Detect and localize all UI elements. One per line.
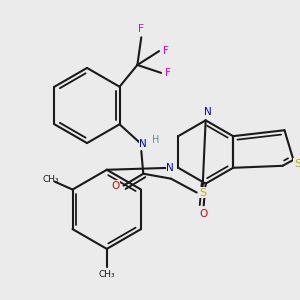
- Text: N: N: [204, 107, 212, 117]
- Text: S: S: [294, 159, 300, 169]
- Text: CH₃: CH₃: [43, 175, 59, 184]
- Text: CH₃: CH₃: [98, 270, 115, 279]
- Text: N: N: [167, 163, 174, 173]
- Text: O: O: [200, 209, 208, 219]
- Text: F: F: [165, 68, 171, 78]
- Text: F: F: [138, 24, 144, 34]
- Text: S: S: [199, 188, 206, 197]
- Text: O: O: [112, 181, 120, 190]
- Text: F: F: [163, 46, 169, 56]
- Text: N: N: [140, 139, 147, 149]
- Text: H: H: [152, 135, 160, 145]
